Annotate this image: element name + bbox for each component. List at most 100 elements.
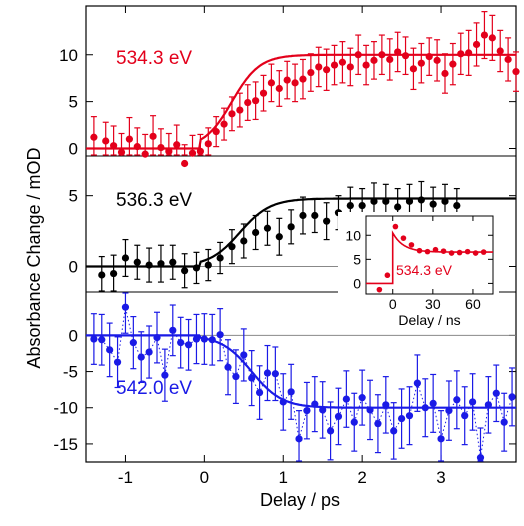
inset-data-point [408,242,415,248]
data-point [192,335,201,343]
data-point [488,34,496,42]
data-point [311,211,319,220]
inset-data-point [400,235,407,241]
inset-data-point [384,272,391,279]
data-point [275,84,283,93]
data-point [323,66,331,74]
data-point [275,233,283,241]
data-point [453,396,461,404]
data-point [137,353,145,361]
data-point [417,196,425,204]
x-tick-label: 2 [357,468,366,487]
data-point [232,373,240,381]
data-point [449,60,457,68]
inset-data-point [440,248,447,254]
y-tick-label: -15 [53,435,78,454]
data-point [469,398,477,406]
y-tick-label: 0 [69,140,78,159]
data-point [263,224,272,232]
y-tick-label: 0 [69,258,78,277]
data-point [315,63,323,71]
data-point [409,65,418,73]
data-point [437,435,445,443]
data-point [133,258,141,266]
data-point [330,61,339,69]
data-point [390,427,398,435]
inset-data-point [456,249,463,256]
fit-curve [86,53,516,150]
data-point [307,68,315,77]
data-point [216,331,224,339]
data-point [433,56,441,64]
data-point [338,58,347,66]
data-point [346,63,354,71]
data-point [259,89,268,97]
data-point [90,133,98,141]
data-point [413,379,421,387]
data-point [110,269,118,278]
data-point [287,223,295,231]
data-point [291,79,299,87]
inset-y-tick-label: 10 [345,227,361,243]
inset-x-tick-label: 30 [425,296,441,312]
data-point [141,150,149,158]
data-point [145,261,153,269]
data-point [98,271,106,279]
data-point [287,388,295,396]
data-point [255,388,264,397]
data-point [173,141,181,149]
data-point [252,228,260,237]
data-point [248,374,256,382]
data-point [350,418,358,426]
panel-label: 534.3 eV [116,48,192,69]
data-point [102,137,110,145]
data-point [358,201,366,210]
data-point [263,369,272,377]
data-point [299,211,307,220]
inset-data-point [448,250,455,256]
data-point [358,394,366,402]
data-point [386,55,394,64]
data-point [397,414,406,423]
inset-data-point [432,246,439,253]
data-point [240,237,248,245]
data-point [500,418,508,426]
data-point [445,407,453,415]
data-point [441,69,449,78]
data-point [228,243,236,251]
data-point [181,159,189,168]
data-point [461,412,469,420]
y-tick-label: 0 [69,326,78,345]
data-point [98,336,106,344]
panel-0: 0 5 10 534.3 eV [59,11,520,168]
data-point [476,454,485,462]
data-point [362,61,370,69]
data-point [453,201,461,210]
data-point [240,351,248,359]
data-point [204,140,212,148]
data-point [405,412,414,420]
data-point [299,75,307,83]
inset-x-tick-label: 0 [389,296,397,312]
data-point [326,427,335,435]
data-point [216,254,224,262]
y-axis-label: Absorbance Change / mOD [24,147,44,368]
data-point [271,370,279,378]
inset-x-axis-label: Delay / ns [398,312,460,328]
inset-data-point [416,247,423,254]
inset-background [338,212,499,334]
data-point [236,106,244,114]
panel-label: 536.3 eV [116,190,192,211]
data-point [429,200,437,208]
data-point [496,47,504,55]
data-point [472,40,481,49]
inset-x-tick-label: 60 [465,296,481,312]
data-point [220,120,228,128]
data-point [492,389,500,397]
data-connector [93,307,513,458]
fit-curve [86,334,516,409]
data-point [161,371,169,379]
data-point [224,363,232,371]
data-point [228,110,236,118]
